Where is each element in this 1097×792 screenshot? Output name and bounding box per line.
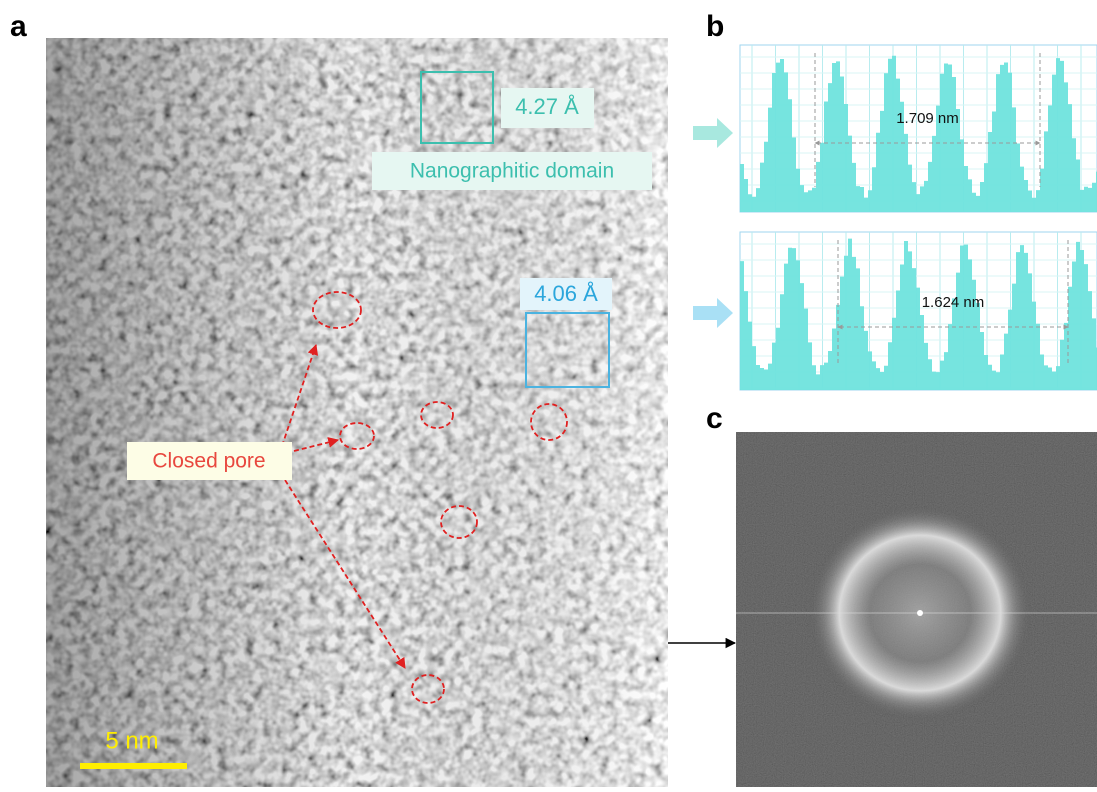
spacing-label: 1.624 nm — [922, 294, 985, 311]
lattice-label: 4.27 Å — [515, 94, 579, 119]
pore-label: Closed pore — [152, 450, 265, 473]
domain-label: Nanographitic domain — [410, 160, 614, 183]
panel-label: a — [10, 10, 27, 43]
panel-label: c — [706, 402, 723, 435]
pointer — [693, 118, 733, 148]
profiles: 1.709 nm 1.624 nm — [740, 45, 1097, 390]
figure: a b c 4.27 Å Nanographitic domain 4.06 Å… — [0, 0, 1097, 787]
pointer — [693, 298, 733, 328]
spacing-label: 1.709 nm — [896, 110, 959, 127]
scale-label: 5 nm — [105, 727, 158, 754]
lattice-label: 4.06 Å — [534, 281, 598, 306]
fft-center — [917, 610, 923, 616]
panel-label: b — [706, 10, 724, 43]
tem-shade — [46, 38, 668, 787]
